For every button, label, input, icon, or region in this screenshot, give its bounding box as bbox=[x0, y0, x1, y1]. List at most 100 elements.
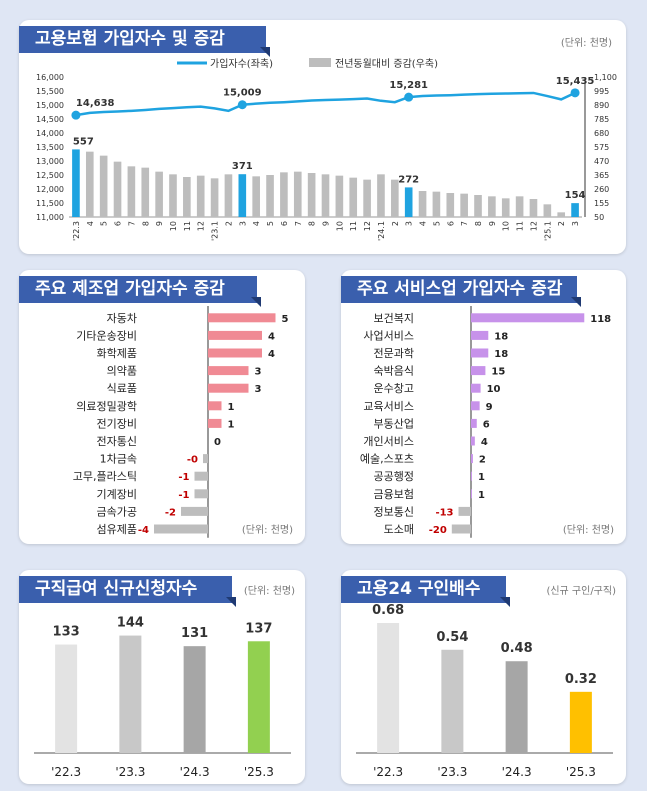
category-label: 금속가공 bbox=[97, 505, 137, 518]
bar-mark bbox=[85, 151, 94, 217]
y-left-tick: 11,000 bbox=[36, 213, 64, 222]
y-left-tick: 11,500 bbox=[36, 199, 64, 208]
bar-mark bbox=[505, 661, 528, 753]
bar-mark bbox=[471, 330, 489, 340]
category-label: 1차금속 bbox=[100, 453, 137, 466]
x-tick-label: 6 bbox=[280, 221, 289, 226]
x-tick-label: '25.3 bbox=[566, 765, 596, 779]
manufacturing-chart: 자동차 5 기타운송장비 4 화학제품 4 의약품 3 식료품 3 의료정밀광학 1 전기장비 1 전자통신… bbox=[73, 306, 289, 538]
y-left-tick: 14,500 bbox=[36, 115, 64, 124]
category-label: 화학제품 bbox=[97, 347, 137, 360]
x-tick-label: 3 bbox=[238, 221, 247, 226]
bar-mark bbox=[208, 383, 249, 393]
bar-value-label: 137 bbox=[245, 621, 272, 636]
x-tick-label: 9 bbox=[488, 221, 497, 226]
bar-value-label: 5 bbox=[282, 314, 289, 325]
bar-mark bbox=[471, 489, 472, 499]
openings-ratio-chart: 0.68 '22.3 0.54 '23.3 0.48 '24.3 0.32 '25.3 bbox=[356, 603, 613, 779]
y-right-tick: 680 bbox=[594, 129, 609, 138]
line-series bbox=[75, 91, 576, 117]
bar-value-label: 154 bbox=[565, 190, 586, 201]
bar-mark bbox=[451, 524, 471, 534]
category-label: 의약품 bbox=[107, 364, 137, 378]
bar-mark bbox=[183, 177, 191, 217]
y-left-tick: 13,000 bbox=[36, 157, 64, 166]
bar-mark bbox=[55, 644, 78, 753]
x-tick-label: 8 bbox=[308, 221, 317, 226]
legend-line-label: 가입자수(좌축) bbox=[210, 57, 273, 70]
unit-label: (단위: 천명) bbox=[241, 525, 293, 536]
bar-value-label: -0 bbox=[187, 455, 198, 466]
y-right-tick: 155 bbox=[594, 199, 609, 208]
x-tick-label: 11 bbox=[349, 221, 358, 231]
panel-title: 구직급여 신규신청자수 bbox=[19, 576, 236, 607]
category-label: 고무,플라스틱 bbox=[73, 470, 137, 483]
category-label: 운수창고 bbox=[374, 382, 414, 395]
x-tick-label: 11 bbox=[183, 221, 192, 231]
bar-value-label: 131 bbox=[181, 626, 208, 641]
x-tick-label: 6 bbox=[446, 221, 455, 226]
unit-label: (단위: 천명) bbox=[560, 38, 612, 49]
bar-mark bbox=[471, 471, 472, 481]
panel-title: 고용보험 가입자수 및 증감 bbox=[19, 26, 270, 57]
x-tick-label: '24.3 bbox=[180, 765, 210, 779]
category-label: 의료정밀광학 bbox=[76, 400, 137, 413]
y-right-tick: 890 bbox=[594, 101, 609, 110]
x-tick-label: '22.3 bbox=[373, 765, 403, 779]
bar-mark bbox=[377, 623, 400, 753]
bar-mark bbox=[208, 366, 249, 376]
x-tick-label: '23.3 bbox=[437, 765, 467, 779]
y-right-tick: 365 bbox=[594, 171, 609, 180]
bar-mark bbox=[194, 489, 208, 499]
x-tick-label: 5 bbox=[432, 221, 441, 226]
bar-mark bbox=[208, 313, 276, 323]
x-tick-label: 7 bbox=[460, 221, 469, 226]
bar-value-label: 1 bbox=[228, 419, 235, 430]
bar-value-label: 9 bbox=[486, 402, 493, 413]
x-tick-label: '23.3 bbox=[115, 765, 145, 779]
bar-mark bbox=[471, 401, 480, 411]
line-value-label: 15,435 bbox=[556, 76, 595, 87]
bar-value-label: 3 bbox=[255, 367, 262, 378]
bar-mark bbox=[113, 161, 122, 217]
bar-mark bbox=[266, 175, 274, 217]
bar-value-label: 3 bbox=[255, 384, 262, 395]
bar-value-label: 144 bbox=[117, 616, 144, 631]
bar-mark bbox=[432, 191, 441, 217]
x-tick-label: '24.3 bbox=[502, 765, 532, 779]
line-marker bbox=[237, 100, 247, 110]
bar-value-label: -20 bbox=[429, 525, 447, 536]
x-tick-label: '25.3 bbox=[244, 765, 274, 779]
bar-mark bbox=[252, 176, 260, 217]
bar-mark bbox=[210, 178, 219, 217]
bar-value-label: 6 bbox=[483, 419, 490, 430]
x-tick-label: 5 bbox=[266, 221, 275, 226]
bar-mark bbox=[155, 171, 163, 217]
bar-value-label: 0.48 bbox=[501, 641, 533, 656]
y-left-tick: 13,500 bbox=[36, 143, 64, 152]
x-tick-label: 3 bbox=[405, 221, 414, 226]
bar-mark bbox=[72, 149, 80, 217]
bar-mark bbox=[307, 173, 316, 217]
bar-value-label: -4 bbox=[138, 525, 149, 536]
bar-value-label: 133 bbox=[53, 625, 80, 640]
category-label: 개인서비스 bbox=[363, 435, 414, 448]
bar-mark bbox=[169, 174, 177, 217]
x-tick-label: 8 bbox=[141, 221, 150, 226]
bar-mark bbox=[154, 524, 208, 534]
x-tick-label: 4 bbox=[252, 221, 261, 226]
bar-mark bbox=[208, 401, 222, 411]
bar-mark bbox=[141, 167, 150, 217]
x-tick-label: 12 bbox=[363, 221, 372, 231]
bar-mark bbox=[529, 199, 538, 217]
bar-mark bbox=[208, 348, 262, 358]
category-label: 전기장비 bbox=[97, 417, 137, 430]
panel-title: 주요 서비스업 가입자수 증감 bbox=[341, 276, 581, 307]
bar-mark bbox=[471, 454, 473, 464]
bar-mark bbox=[208, 330, 262, 340]
bar-mark bbox=[208, 418, 222, 428]
bar-mark bbox=[446, 193, 455, 217]
y-left-tick: 12,500 bbox=[36, 171, 64, 180]
x-tick-label: 7 bbox=[127, 221, 136, 226]
bar-value-label: 18 bbox=[494, 349, 508, 360]
